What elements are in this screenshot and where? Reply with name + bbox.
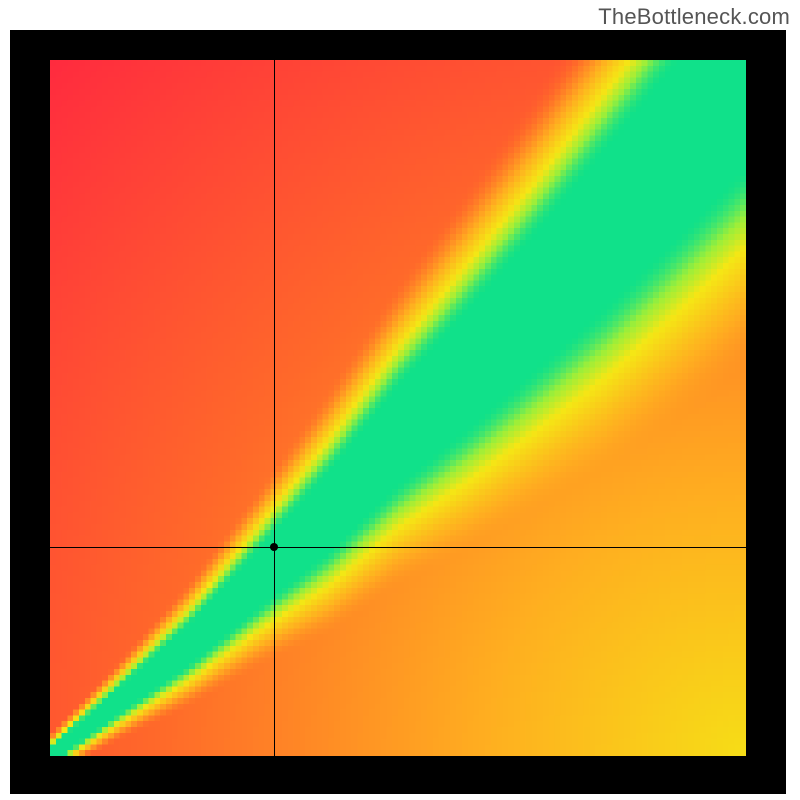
crosshair-vertical-line [274, 60, 275, 756]
crosshair-horizontal-line [50, 547, 746, 548]
watermark-text: TheBottleneck.com [598, 4, 790, 30]
chart-outer-frame [10, 30, 786, 794]
root-container: TheBottleneck.com [0, 0, 800, 800]
heatmap-canvas [50, 60, 746, 756]
chart-plot-area [50, 60, 746, 756]
marker-dot [270, 543, 278, 551]
